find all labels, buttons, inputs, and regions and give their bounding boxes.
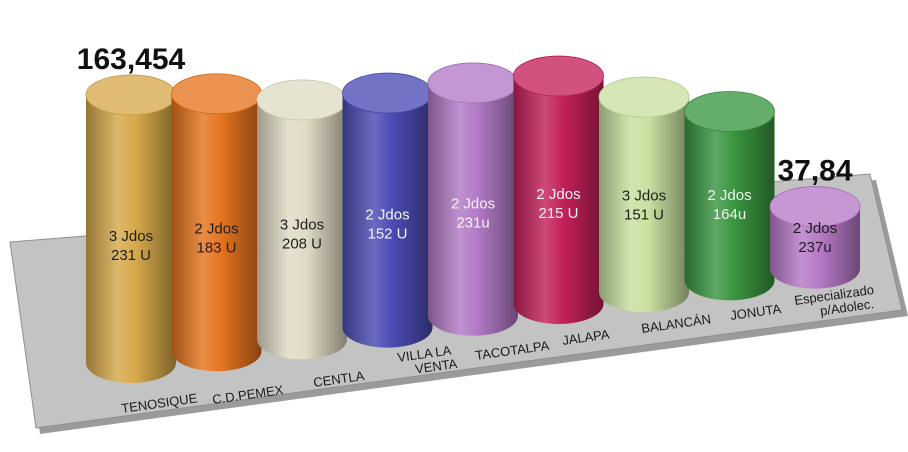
bar-2: 3 Jdos 208 U: [256, 79, 348, 360]
bar-body: [342, 93, 433, 348]
bar-data-label: 2 Jdos: [194, 221, 238, 238]
bar-body: [428, 82, 518, 336]
bar-data-label: 151 U: [624, 207, 664, 224]
bar-data-label: 237u: [798, 239, 831, 256]
bar-top-cap: [256, 79, 348, 121]
bar-6: 3 Jdos 151 U: [598, 76, 690, 313]
bar-data-label: 2 Jdos: [365, 207, 409, 224]
bar-body: [257, 99, 347, 360]
bar-data-label: 3 Jdos: [280, 216, 324, 233]
bar-5: 2 Jdos 215 U: [513, 55, 604, 324]
bar-data-label: 231 U: [111, 247, 151, 264]
bar-data-label: 2 Jdos: [707, 187, 751, 204]
bars-layer: 3 Jdos 231 U 2 Jdos 183 U 3 Jdos 208 U 2 Jdos 1…: [85, 55, 861, 384]
bar-top-cap: [513, 55, 604, 97]
bar-data-label: 2 Jdos: [793, 220, 837, 237]
bar-top-cap: [598, 76, 690, 118]
bar-body: [86, 94, 176, 384]
bar-data-label: 3 Jdos: [622, 188, 666, 205]
bar-body: [599, 97, 689, 313]
bar-data-label: 164u: [713, 206, 746, 223]
category-label: CENTLA: [312, 368, 365, 390]
category-label: JALAPA: [561, 326, 610, 348]
category-label: VILLA LAVENTA: [396, 342, 458, 379]
bar-body: [684, 111, 775, 301]
bar-data-label: 2 Jdos: [536, 186, 580, 203]
bar-3: 2 Jdos 152 U: [342, 72, 433, 348]
bar-data-label: 2 Jdos: [451, 195, 495, 212]
bar-body: [513, 76, 604, 324]
bar-data-label: 183 U: [196, 240, 236, 257]
bar-top-cap: [684, 91, 775, 132]
bar-data-label: 3 Jdos: [109, 228, 153, 245]
category-label: JONUTA: [729, 301, 782, 323]
value-labels-layer: 163,454 37,84: [77, 43, 853, 188]
bar-top-cap: [171, 73, 262, 115]
bar-top-cap: [342, 72, 433, 114]
value-label: 163,454: [77, 43, 186, 76]
bar-data-label: 231u: [456, 214, 489, 231]
bar-body: [171, 93, 262, 372]
bar-data-label: 208 U: [282, 235, 322, 252]
bar-4: 2 Jdos 231u: [427, 62, 519, 336]
bar-1: 2 Jdos 183 U: [171, 73, 262, 372]
bar-data-label: 152 U: [367, 226, 407, 243]
bar-top-cap: [769, 186, 861, 227]
value-label: 37,84: [777, 155, 852, 188]
bar-0: 3 Jdos 231 U: [85, 74, 177, 384]
bar-body: [770, 206, 860, 289]
bar-8: 2 Jdos 237u: [769, 186, 861, 289]
bar-data-label: 215 U: [538, 205, 578, 222]
bar-7: 2 Jdos 164u: [684, 91, 775, 301]
bar-top-cap: [85, 74, 177, 116]
bar-top-cap: [427, 62, 519, 104]
